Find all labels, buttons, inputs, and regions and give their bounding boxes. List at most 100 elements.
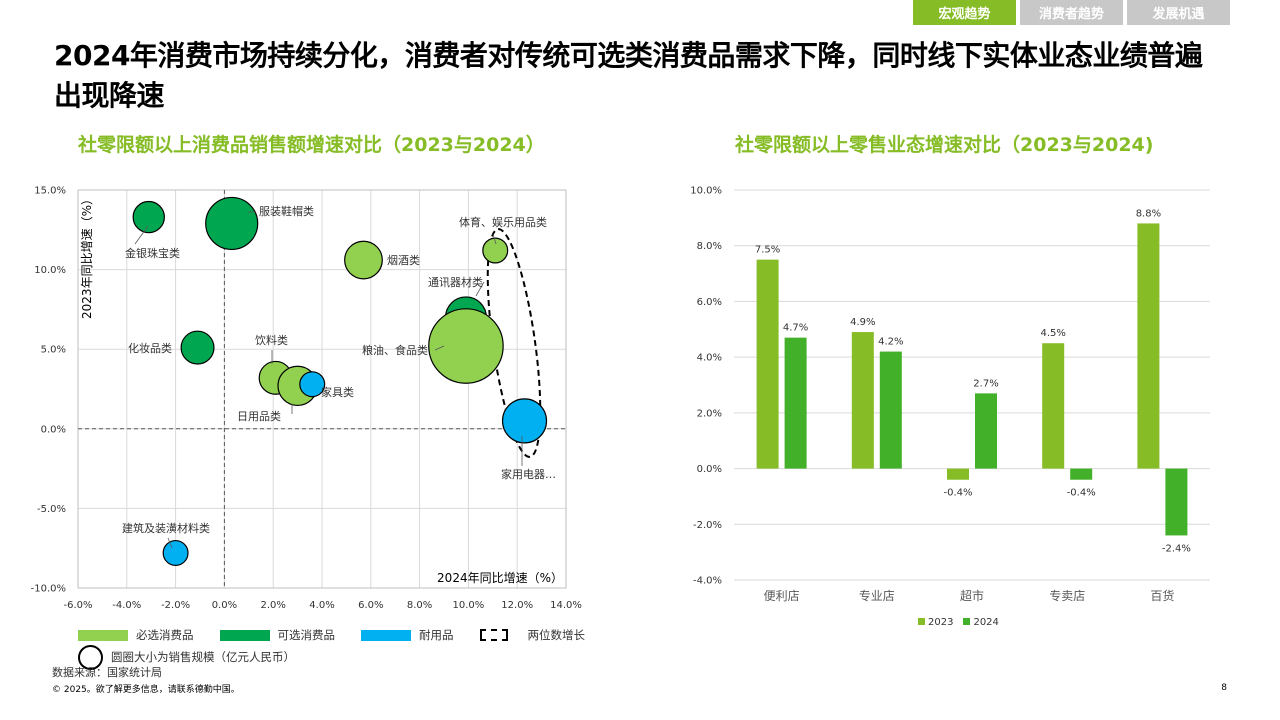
- y-tick-label: 0.0%: [41, 424, 66, 435]
- page-title: 2024年消费市场持续分化，消费者对传统可选类消费品需求下降，同时线下实体业态业…: [54, 39, 1203, 112]
- data-label: -2.4%: [1162, 543, 1191, 554]
- double-digit-ellipse: [486, 228, 542, 458]
- y-tick-label: 15.0%: [34, 186, 66, 197]
- x-tick-label: 4.0%: [309, 600, 334, 611]
- point-label: 烟酒类: [387, 253, 420, 267]
- x-tick-label: 0.0%: [212, 600, 237, 611]
- leader-line: [475, 281, 485, 297]
- x-tick-label: 8.0%: [407, 600, 432, 611]
- point-label: 家具类: [321, 385, 354, 399]
- page-number: 8: [1221, 683, 1227, 693]
- y-tick-label: -4.0%: [693, 576, 722, 587]
- data-label: -0.4%: [1067, 488, 1096, 499]
- point-label: 服装鞋帽类: [259, 204, 314, 218]
- y-tick-label: 8.0%: [697, 241, 722, 252]
- bar-chart-title: 社零限额以上零售业态增速对比（2023与2024): [735, 134, 1154, 156]
- leader-line: [434, 345, 445, 351]
- x-tick-label: 14.0%: [550, 600, 582, 611]
- data-label: 8.8%: [1136, 208, 1161, 219]
- bubble-point: [428, 308, 504, 384]
- point-label: 化妆品类: [128, 341, 172, 355]
- nav-tabs: 宏观趋势 消费者趋势 发展机遇: [913, 0, 1230, 25]
- bar: [1070, 468, 1093, 480]
- category-label: 专业店: [859, 588, 895, 603]
- legend-essential: 必选消费品: [78, 627, 194, 643]
- bubble-chart-legend: 必选消费品 可选消费品 耐用品 两位数增长 圆圈大小为销售规模（亿元人民币）: [78, 625, 611, 670]
- data-label: -0.4%: [943, 488, 972, 499]
- legend-durable: 耐用品: [361, 627, 454, 643]
- copyright: © 2025。欲了解更多信息，请联系德勤中国。: [52, 685, 240, 695]
- bubble-point: [501, 398, 548, 444]
- bar-chart-legend: 2023 2024: [918, 617, 999, 628]
- x-tick-label: -2.0%: [161, 600, 190, 611]
- legend-double-digit: 两位数增长: [479, 627, 585, 643]
- x-tick-label: 10.0%: [453, 600, 485, 611]
- x-axis-title: 2024年同比增速（%）: [437, 571, 563, 585]
- bubble-point: [299, 371, 326, 398]
- leader-line: [492, 233, 497, 245]
- point-label: 日用品类: [237, 409, 281, 423]
- x-tick-label: 12.0%: [501, 600, 533, 611]
- data-source: 数据来源：国家统计局: [52, 666, 162, 679]
- tab-opportunities[interactable]: 发展机遇: [1127, 0, 1230, 25]
- y-tick-label: 5.0%: [41, 345, 66, 356]
- bubble-point: [180, 330, 215, 365]
- y-tick-label: -10.0%: [31, 584, 66, 595]
- data-label: 4.5%: [1040, 328, 1065, 339]
- category-label: 便利店: [764, 589, 800, 603]
- point-label: 通讯器材类: [428, 275, 483, 289]
- y-tick-label: 6.0%: [697, 297, 722, 308]
- legend-2023: 2023: [918, 617, 953, 628]
- x-tick-label: 2.0%: [260, 600, 285, 611]
- tab-macro-trends[interactable]: 宏观趋势: [913, 0, 1016, 25]
- bar: [1042, 343, 1065, 469]
- bar: [947, 468, 969, 480]
- bubble-point: [205, 196, 259, 251]
- y-tick-label: -2.0%: [693, 520, 722, 531]
- y-tick-label: 4.0%: [697, 353, 722, 364]
- bar: [784, 337, 807, 469]
- x-tick-label: -6.0%: [63, 600, 92, 611]
- data-label: 4.9%: [850, 317, 875, 328]
- bar: [851, 332, 874, 469]
- bubble-point: [162, 539, 189, 566]
- bar: [1165, 468, 1188, 536]
- bubble-point: [132, 200, 165, 234]
- legend-discretionary: 可选消费品: [219, 627, 335, 643]
- point-label: 建筑及装潢材料类: [122, 521, 210, 535]
- data-label: 2.7%: [973, 378, 998, 389]
- bar: [975, 393, 997, 469]
- bar: [879, 351, 902, 469]
- y-tick-label: 0.0%: [697, 464, 722, 475]
- y-tick-label: 10.0%: [34, 265, 66, 276]
- x-tick-label: -4.0%: [112, 600, 141, 611]
- category-label: 百货: [1150, 588, 1174, 603]
- point-label: 体育、娱乐用品类: [459, 215, 547, 229]
- category-label: 超市: [960, 588, 984, 603]
- plot-frame: [77, 189, 567, 589]
- tab-consumer-trends[interactable]: 消费者趋势: [1020, 0, 1123, 25]
- bar: [756, 259, 779, 469]
- point-label: 家用电器…: [501, 467, 556, 481]
- bar: [1137, 223, 1160, 469]
- data-label: 4.7%: [783, 323, 808, 334]
- y-axis-title: 2023年同比增速（%）: [80, 193, 94, 319]
- data-label: 4.2%: [878, 337, 903, 348]
- leader-line: [134, 225, 149, 245]
- y-tick-label: -5.0%: [37, 504, 66, 515]
- leader-line: [167, 537, 173, 549]
- y-tick-label: 10.0%: [690, 186, 722, 197]
- scatter-chart-title: 社零限额以上消费品销售额增速对比（2023与2024）: [78, 134, 545, 156]
- legend-2024: 2024: [963, 617, 999, 628]
- x-tick-label: 6.0%: [358, 600, 383, 611]
- y-tick-label: 2.0%: [697, 408, 722, 419]
- point-label: 饮料类: [255, 333, 288, 347]
- data-label: 7.5%: [755, 245, 780, 256]
- point-label: 金银珠宝类: [125, 246, 180, 260]
- legend-bubble-size: 圆圈大小为销售规模（亿元人民币）: [78, 644, 295, 670]
- category-label: 专卖店: [1049, 588, 1085, 603]
- point-label: 粮油、食品类: [362, 343, 428, 357]
- bubble-point: [344, 240, 383, 280]
